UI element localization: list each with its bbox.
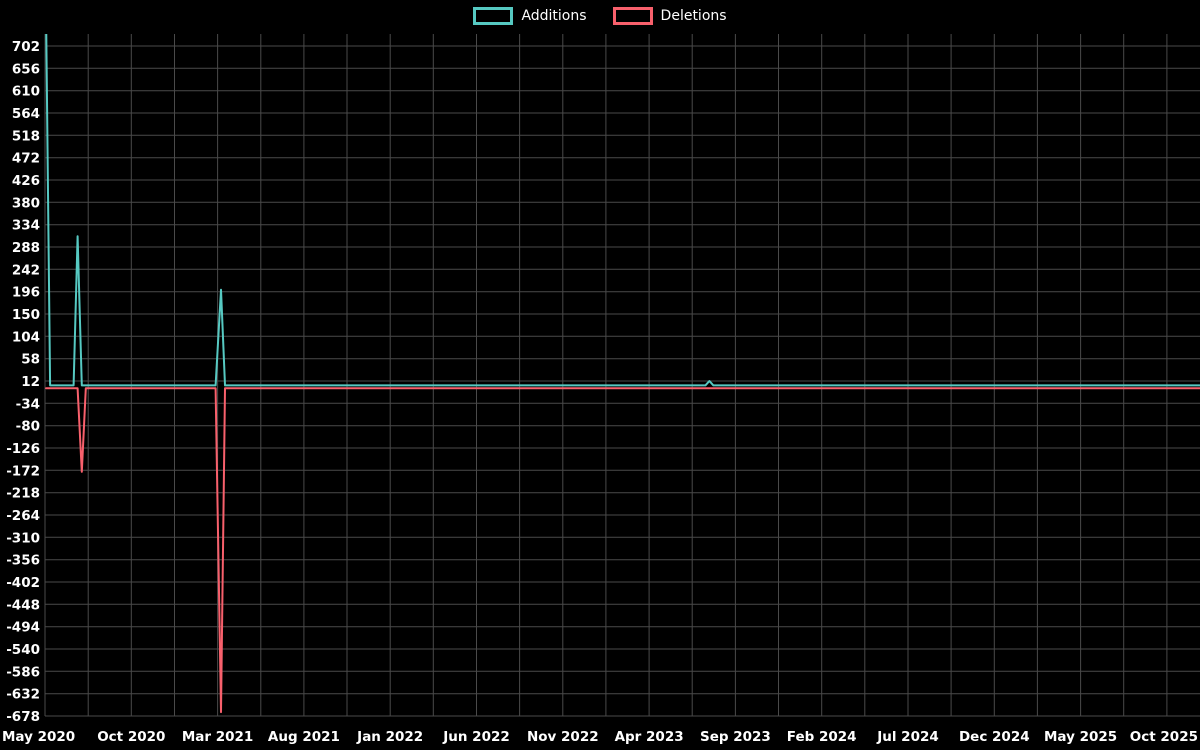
y-axis-labels: 702 656 610 564 518 472 426 380 334 288 242 196 150 1…: [6, 39, 40, 725]
svg-text:Aug 2021: Aug 2021: [268, 729, 340, 745]
svg-text:-678: -678: [6, 709, 40, 725]
svg-text:150: 150: [12, 307, 40, 323]
svg-text:702: 702: [12, 39, 40, 55]
svg-text:288: 288: [12, 240, 40, 256]
svg-text:380: 380: [12, 195, 40, 211]
svg-text:Sep 2023: Sep 2023: [700, 729, 771, 745]
svg-text:-586: -586: [6, 664, 40, 680]
svg-text:472: 472: [12, 151, 40, 167]
svg-text:May 2020: May 2020: [2, 729, 75, 745]
svg-text:Apr 2023: Apr 2023: [615, 729, 684, 745]
svg-text:-540: -540: [6, 642, 40, 658]
svg-text:-126: -126: [6, 441, 40, 457]
svg-text:-80: -80: [16, 419, 40, 435]
svg-text:Jul 2024: Jul 2024: [876, 729, 939, 745]
svg-text:656: 656: [12, 61, 40, 77]
deletions-line: [45, 387, 1200, 714]
svg-text:Mar 2021: Mar 2021: [182, 729, 253, 745]
svg-text:334: 334: [12, 218, 40, 234]
svg-text:-356: -356: [6, 553, 40, 569]
chart-legend: Additions Deletions: [0, 7, 1200, 25]
svg-text:12: 12: [21, 374, 40, 390]
svg-text:-310: -310: [6, 530, 40, 546]
svg-text:May 2025: May 2025: [1044, 729, 1117, 745]
svg-text:610: 610: [12, 84, 40, 100]
svg-text:-494: -494: [6, 620, 40, 636]
svg-text:426: 426: [12, 173, 40, 189]
legend-label-deletions: Deletions: [660, 8, 727, 24]
svg-text:Oct 2025: Oct 2025: [1130, 729, 1198, 745]
svg-text:196: 196: [12, 285, 40, 301]
x-axis-labels: May 2020 Oct 2020 Mar 2021 Aug 2021 Jan 2022…: [2, 729, 1198, 745]
svg-text:104: 104: [12, 329, 40, 345]
additions-swatch-icon: [473, 7, 514, 25]
svg-text:Feb 2024: Feb 2024: [787, 729, 857, 745]
svg-text:518: 518: [12, 128, 40, 144]
svg-text:-632: -632: [6, 687, 40, 703]
svg-text:-218: -218: [6, 486, 40, 502]
svg-text:58: 58: [21, 352, 40, 368]
svg-text:564: 564: [12, 106, 40, 122]
svg-text:Oct 2020: Oct 2020: [97, 729, 165, 745]
svg-text:-172: -172: [6, 463, 40, 479]
additions-line: [45, 34, 1200, 387]
svg-text:Jun 2022: Jun 2022: [442, 729, 510, 745]
legend-item-deletions[interactable]: Deletions: [612, 7, 727, 25]
svg-text:242: 242: [12, 262, 40, 278]
svg-text:-448: -448: [6, 597, 40, 613]
deletions-swatch-icon: [612, 7, 653, 25]
legend-item-additions[interactable]: Additions: [473, 7, 587, 25]
series-lines: [45, 34, 1200, 714]
svg-text:Jan 2022: Jan 2022: [356, 729, 423, 745]
svg-text:Nov 2022: Nov 2022: [527, 729, 599, 745]
svg-text:-264: -264: [6, 508, 40, 524]
svg-text:-34: -34: [16, 396, 40, 412]
gridlines: [44, 34, 1200, 717]
svg-text:-402: -402: [6, 575, 40, 591]
legend-label-additions: Additions: [521, 8, 587, 24]
svg-text:Dec 2024: Dec 2024: [959, 729, 1030, 745]
